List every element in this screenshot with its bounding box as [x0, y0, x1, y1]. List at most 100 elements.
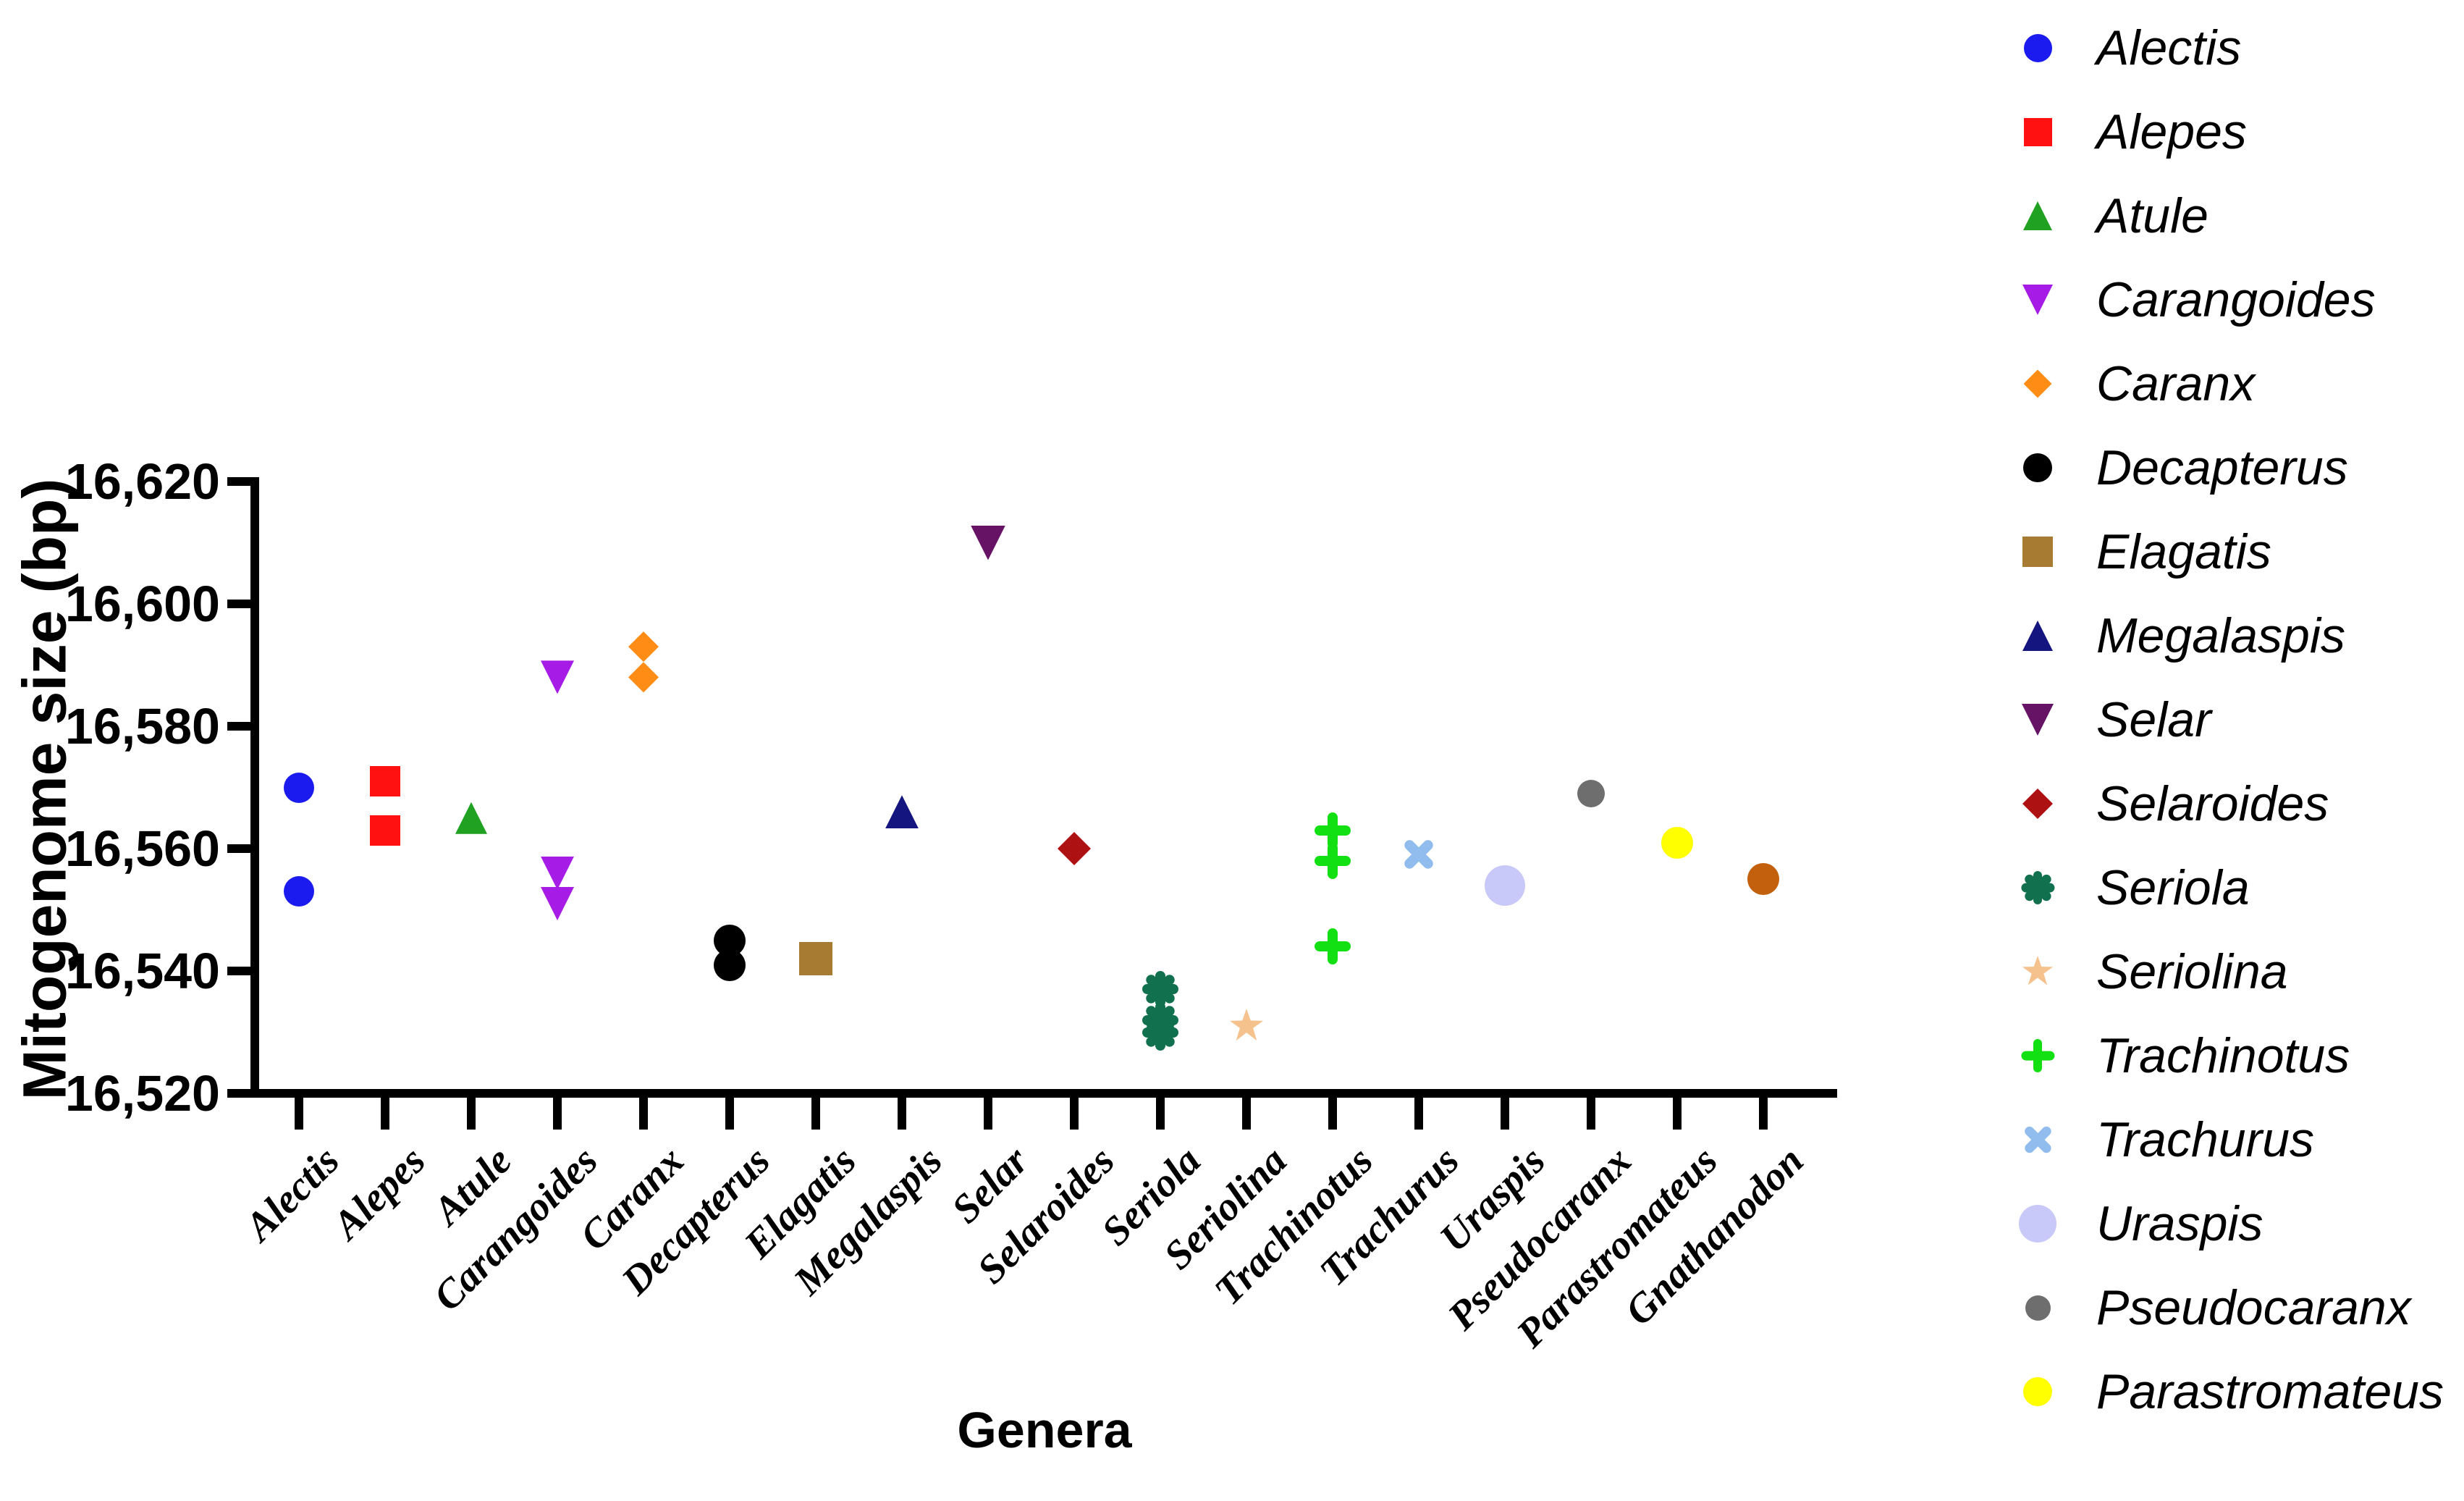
marker-asterisk [1142, 971, 1178, 1008]
y-tick [227, 967, 250, 975]
data-point-carangoides [541, 660, 574, 697]
legend-label: Atule [2096, 188, 2208, 243]
marker-diamond [2023, 369, 2052, 398]
legend-label: Caranx [2096, 356, 2256, 411]
marker-circle [1485, 865, 1525, 906]
legend-label: Trachurus [2096, 1112, 2315, 1167]
x-tick [381, 1098, 389, 1130]
x-tick [984, 1098, 992, 1130]
data-point-seriola [1142, 1014, 1178, 1054]
marker-square [799, 942, 832, 976]
data-point-seriola [1142, 971, 1178, 1011]
marker-triangle-down [541, 887, 574, 921]
legend-marker-cell [2005, 369, 2070, 398]
data-point-seriolina [1229, 1009, 1264, 1047]
legend-marker-cell [2005, 956, 2070, 988]
marker-bar [1315, 855, 1351, 866]
data-point-gnathanodon [1747, 863, 1779, 899]
legend-label: Carangoides [2096, 272, 2376, 327]
marker-plus [2020, 1039, 2054, 1072]
legend-label: Selar [2096, 692, 2211, 747]
legend-item-selar: Selar [2005, 678, 2444, 762]
y-axis-line [250, 477, 259, 1098]
data-point-trachurus [1401, 836, 1437, 876]
marker-bar [1315, 941, 1351, 952]
legend-marker-cell [2005, 704, 2070, 736]
legend-item-alectis: Alectis [2005, 6, 2444, 90]
legend-item-caranx: Caranx [2005, 342, 2444, 426]
x-tick [1242, 1098, 1251, 1130]
x-tick [898, 1098, 906, 1130]
y-tick-label: 16,540 [64, 943, 220, 999]
marker-circle [1747, 863, 1779, 896]
legend-item-alepes: Alepes [2005, 90, 2444, 174]
marker-x [1401, 836, 1437, 873]
marker-diamond [628, 662, 659, 693]
marker-bar [1315, 825, 1351, 836]
y-tick-label: 16,620 [64, 453, 220, 510]
marker-triangle-down [541, 856, 574, 890]
legend-marker-cell [2005, 1039, 2070, 1072]
marker-triangle-down [2022, 704, 2054, 736]
legend-marker-cell [2005, 1377, 2070, 1406]
marker-triangle-down [2022, 285, 2053, 315]
data-point-trachinotus [1315, 842, 1351, 883]
marker-circle [284, 772, 314, 803]
legend-label: Selaroides [2096, 776, 2329, 831]
marker-asterisk [2020, 871, 2054, 904]
y-axis-title: Mitogenome size (bp) [10, 478, 79, 1101]
legend-label: Uraspis [2096, 1196, 2263, 1251]
data-point-caranx [628, 631, 659, 665]
legend-marker-cell [2005, 871, 2070, 904]
marker-diamond [628, 631, 659, 663]
marker-triangle-up [2023, 201, 2052, 230]
marker-diamond [2022, 789, 2053, 819]
data-point-trachinotus [1315, 928, 1351, 968]
y-tick [227, 1089, 250, 1098]
x-tick [1673, 1098, 1682, 1130]
legend-item-seriolina: Seriolina [2005, 930, 2444, 1014]
legend-label: Decapterus [2096, 440, 2348, 495]
legend-item-elagatis: Elagatis [2005, 510, 2444, 594]
legend-label: Trachinotus [2096, 1028, 2350, 1083]
x-tick [1070, 1098, 1079, 1130]
x-axis-title: Genera [957, 1402, 1132, 1458]
marker-triangle-down [971, 525, 1005, 560]
data-point-megalaspis [885, 795, 919, 832]
y-tick [227, 722, 250, 731]
marker-bar [2020, 1051, 2054, 1061]
marker-square [370, 766, 400, 797]
y-tick [227, 477, 250, 486]
legend-item-atule: Atule [2005, 174, 2444, 258]
x-tick [639, 1098, 648, 1130]
x-tick [1501, 1098, 1509, 1130]
data-point-parastromateus [1661, 826, 1693, 862]
legend-marker-cell [2005, 537, 2070, 567]
marker-star [1229, 1009, 1264, 1041]
marker-plus [1315, 842, 1351, 879]
data-point-uraspis [1485, 865, 1525, 909]
data-point-carangoides [541, 887, 574, 924]
legend-marker-cell [2005, 285, 2070, 315]
legend-marker-cell [2005, 453, 2070, 482]
data-point-pseudocaranx [1577, 779, 1605, 811]
legend-item-pseudocaranx: Pseudocaranx [2005, 1266, 2444, 1350]
legend-item-decapterus: Decapterus [2005, 426, 2444, 510]
x-tick [725, 1098, 734, 1130]
legend-marker-cell [2005, 33, 2070, 62]
x-tick [811, 1098, 820, 1130]
y-tick-label: 16,560 [64, 820, 220, 877]
marker-plus [1315, 812, 1351, 849]
legend-marker-cell [2005, 1123, 2070, 1156]
y-tick [227, 600, 250, 608]
y-tick-label: 16,520 [64, 1065, 220, 1122]
data-point-alectis [284, 876, 314, 910]
marker-diamond [1058, 832, 1091, 865]
legend-label: Parastromateus [2096, 1364, 2444, 1419]
data-point-caranx [628, 662, 659, 696]
marker-x [2021, 1123, 2054, 1156]
legend-marker-cell [2005, 1205, 2070, 1243]
marker-circle [2025, 1295, 2051, 1321]
y-tick-label: 16,600 [64, 576, 220, 632]
data-point-alepes [370, 766, 400, 800]
